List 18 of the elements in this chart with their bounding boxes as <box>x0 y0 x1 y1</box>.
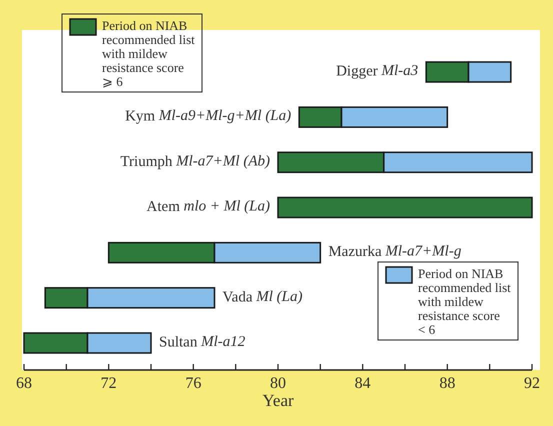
x-axis-title: Year <box>262 391 294 410</box>
y-tick-label: Kym Ml-a9+Ml-g+Ml (La) <box>125 108 292 125</box>
y-tick-label: Sultan Ml-a12 <box>159 334 246 350</box>
y-tick-label: Digger Ml-a3 <box>336 63 418 80</box>
legend-label: Period on NIAB recommended list with mildew resistance score < 6 <box>418 266 512 337</box>
legend-label: Period on NIAB recommended list with mildew resistance score ⩾ 6 <box>102 18 196 89</box>
x-tick-label: 76 <box>185 375 202 392</box>
y-tick-label: Triumph Ml-a7+Ml (Ab) <box>120 154 270 170</box>
x-tick-label: 84 <box>354 375 371 392</box>
x-tick-label: 68 <box>16 375 32 392</box>
x-tick-label: 88 <box>439 375 456 392</box>
x-tick-label: 92 <box>524 375 540 392</box>
y-tick-label: Vada Ml (La) <box>222 289 302 306</box>
y-tick-label: Mazurka Ml-a7+Ml-g <box>328 244 462 260</box>
x-tick-label: 80 <box>270 375 286 392</box>
bar <box>277 196 533 218</box>
y-tick-label: Atem mlo + Ml (La) <box>146 198 270 215</box>
x-tick-label: 72 <box>100 375 117 392</box>
